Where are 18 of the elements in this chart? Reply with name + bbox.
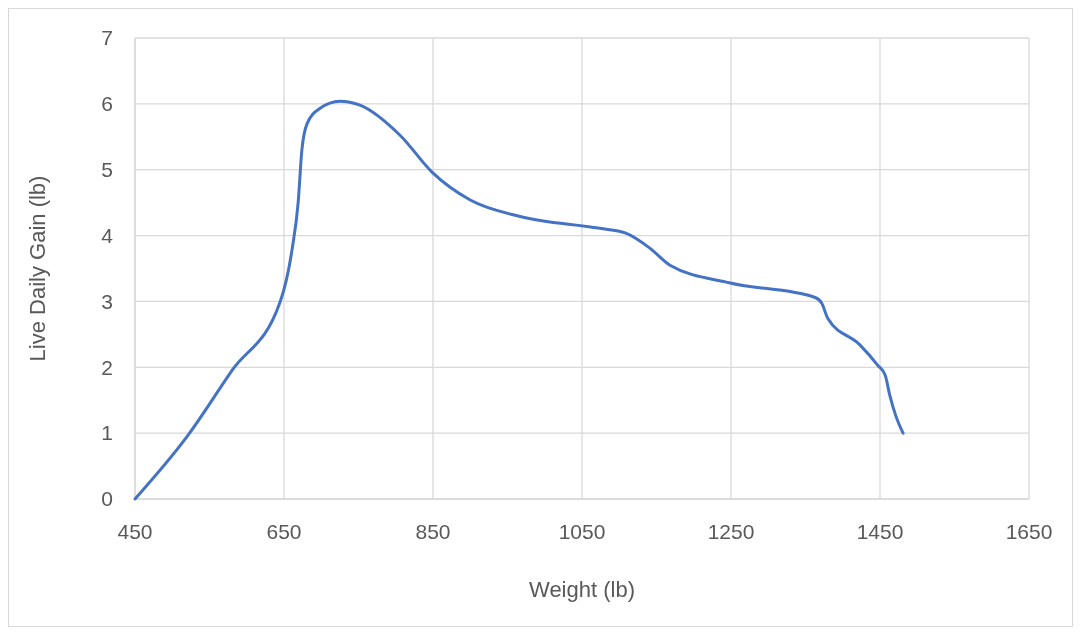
x-axis-title: Weight (lb): [529, 577, 635, 602]
y-tick-label: 1: [101, 421, 113, 445]
y-axis-title: Live Daily Gain (lb): [25, 175, 50, 362]
x-tick-label: 850: [415, 520, 451, 543]
x-tick-label: 1650: [1005, 520, 1053, 543]
x-tick-label: 1250: [707, 520, 755, 543]
y-tick-label: 4: [101, 223, 114, 247]
line-series: [133, 99, 905, 501]
y-tick-label: 7: [101, 26, 113, 50]
x-tick-label: 450: [117, 520, 153, 543]
y-tick-label: 6: [101, 92, 113, 116]
y-tick-label: 3: [101, 289, 113, 313]
y-tick-label: 2: [101, 355, 113, 379]
y-tick-label: 0: [101, 487, 113, 511]
y-tick-label: 5: [101, 158, 113, 182]
x-tick-label: 1450: [856, 520, 904, 543]
x-tick-label: 1050: [558, 520, 606, 543]
x-tick-label: 650: [266, 520, 302, 543]
